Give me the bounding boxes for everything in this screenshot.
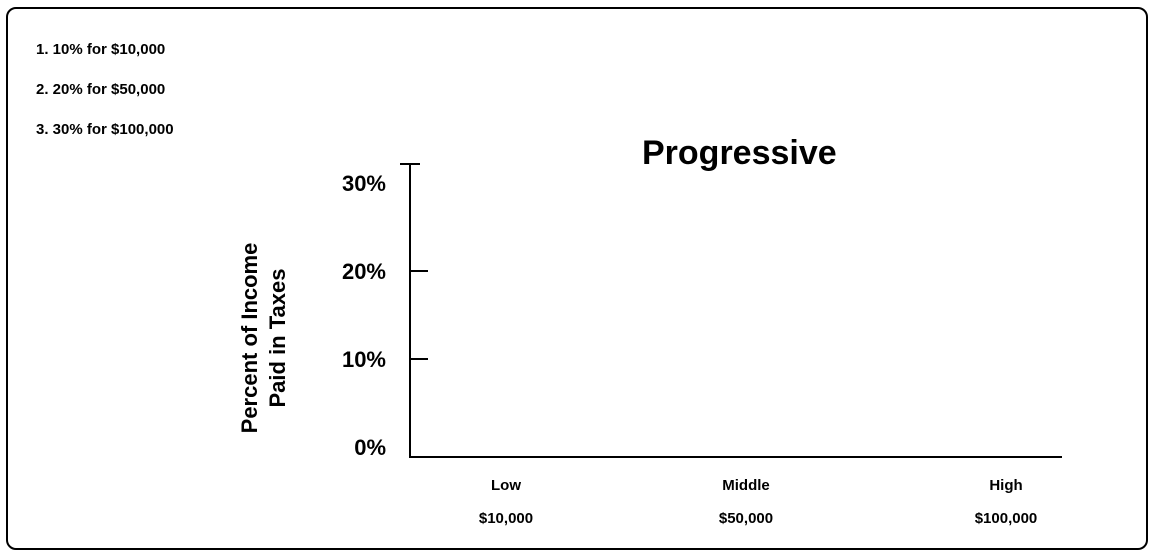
y-tick-label: 20% <box>342 259 386 284</box>
x-category-income: $100,000 <box>975 510 1038 527</box>
x-category-income: $50,000 <box>719 510 773 527</box>
tax-rate-item-3: 3. 30% for $100,000 <box>36 121 174 138</box>
axes <box>400 163 1062 458</box>
x-category-label: Middle <box>722 477 770 494</box>
y-tick-label: 0% <box>354 435 386 460</box>
tax-rate-item-1: 1. 10% for $10,000 <box>36 41 166 58</box>
y-ticks: 0% 10% 20% 30% <box>342 171 428 460</box>
tax-rate-item-2: 2. 20% for $50,000 <box>36 81 166 98</box>
y-tick-label: 10% <box>342 347 386 372</box>
tax-rate-list: 1. 10% for $10,000 2. 20% for $50,000 3.… <box>36 40 174 160</box>
chart-title: Progressive <box>642 134 837 172</box>
x-category-label: High <box>989 477 1022 494</box>
y-tick-label: 30% <box>342 171 386 196</box>
x-category-label: Low <box>491 477 521 494</box>
x-categories: Low $10,000 Middle $50,000 High $100,000 <box>479 477 1037 527</box>
x-category-income: $10,000 <box>479 510 533 527</box>
chart-frame <box>6 7 1148 550</box>
